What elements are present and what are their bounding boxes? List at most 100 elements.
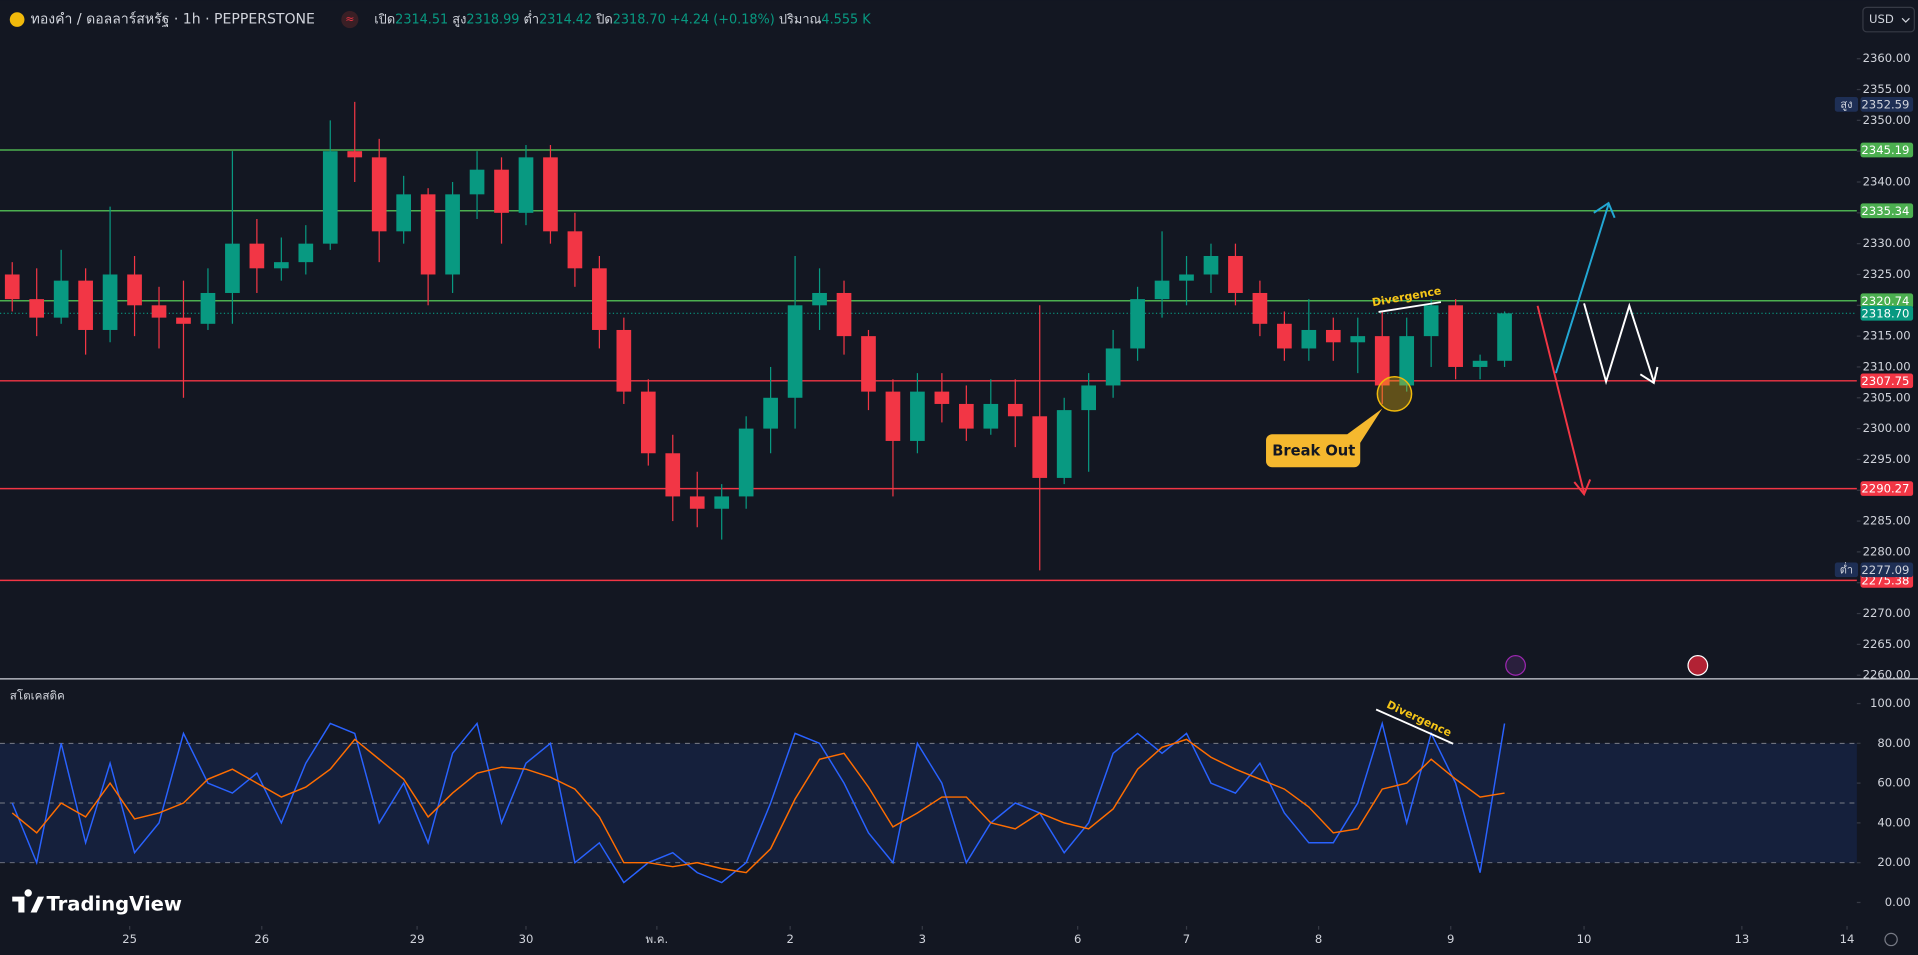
price-label-box	[1860, 373, 1914, 389]
y-tick-label: 2325.00	[1863, 267, 1911, 281]
candle-body	[861, 336, 876, 392]
candle-body	[1374, 336, 1390, 386]
x-tick-label: 2	[787, 932, 794, 946]
candle-body	[298, 243, 314, 263]
candle-body	[4, 274, 20, 300]
price-label-box	[1860, 203, 1914, 219]
open-label: เปิด	[374, 12, 395, 27]
bear-arrow-head	[1573, 479, 1592, 497]
bull-arrow-head	[1593, 201, 1616, 219]
candle-body	[322, 151, 338, 244]
low-label: ต่ำ	[524, 10, 540, 27]
candle-body	[396, 194, 411, 232]
x-tick-label: 30	[519, 932, 534, 946]
candle-body	[934, 391, 950, 404]
y-tick-label: 2355.00	[1863, 82, 1911, 96]
y-tick-label: 60.00	[1877, 776, 1910, 790]
candle-body	[1448, 305, 1463, 367]
candle-body	[225, 243, 240, 293]
symbol-icon	[9, 12, 25, 27]
y-tick-label: 2360.00	[1863, 51, 1911, 65]
event-icon[interactable]	[1505, 655, 1526, 676]
candle-body	[274, 262, 289, 269]
price-label-box	[1860, 97, 1914, 112]
symbol: ทองคำ / ดอลลาร์สหรัฐ · 1h · PEPPERSTONE	[31, 11, 315, 28]
candle-body	[812, 292, 827, 306]
range-zigzag	[1583, 302, 1655, 386]
candle-body	[53, 280, 69, 318]
candle-body	[371, 157, 387, 232]
y-tick-label: 2265.00	[1863, 637, 1911, 651]
currency-select[interactable]	[1862, 6, 1915, 33]
candle-body	[959, 403, 974, 429]
candle-body	[78, 280, 93, 330]
candle-body	[1081, 385, 1096, 411]
candle-body	[983, 403, 999, 429]
candle-body	[1277, 323, 1292, 349]
price-label-box	[1860, 293, 1914, 309]
layers: 2260.002265.002270.002275.002280.002285.…	[0, 51, 1914, 946]
candle-body	[176, 317, 191, 324]
stoch-line	[11, 720, 1506, 884]
status-icon	[341, 11, 359, 29]
logo-mark	[12, 889, 45, 913]
y-tick-label: 2260.00	[1863, 668, 1911, 682]
candle-body	[1228, 255, 1243, 293]
candle-body	[763, 397, 778, 429]
y-tick-label: 100.00	[1870, 696, 1911, 710]
price-label: 2320.74	[1861, 294, 1909, 308]
y-tick-label: 2340.00	[1863, 175, 1911, 189]
currency[interactable]: USD	[1869, 12, 1894, 26]
price-label: 2352.59	[1861, 98, 1909, 112]
candle-body	[1497, 313, 1512, 361]
high-marker-name: สูง	[1840, 98, 1852, 111]
price-label: 2290.27	[1861, 482, 1909, 496]
stoch-divergence-line	[1375, 708, 1454, 745]
x-tick-label: พ.ค.	[645, 932, 668, 946]
candle-body	[200, 292, 216, 324]
candle-body	[543, 157, 558, 232]
candle-body	[1179, 274, 1194, 281]
logo-text: TradingView	[46, 893, 182, 916]
range-arrow-head	[1639, 366, 1659, 385]
candle-body	[1325, 329, 1341, 343]
price-label: 2277.09	[1861, 563, 1909, 577]
candle-body	[567, 231, 583, 269]
candle-body	[738, 428, 754, 497]
price-label-box	[1860, 562, 1914, 578]
candle-body	[1423, 305, 1439, 337]
candle-body	[616, 329, 632, 392]
x-tick-label: 29	[410, 932, 425, 946]
candle-body	[518, 157, 534, 213]
x-tick-label: 8	[1315, 932, 1322, 946]
y-tick-label: 2330.00	[1863, 236, 1911, 250]
candle-body	[592, 268, 607, 330]
candle-body	[469, 169, 485, 195]
candle-body	[640, 391, 656, 454]
price-label: 2345.19	[1861, 143, 1909, 157]
candle-body	[689, 496, 705, 509]
x-tick-label: 25	[122, 932, 137, 946]
volume-value: 4.555 K	[821, 12, 871, 27]
candle-body	[127, 274, 142, 306]
x-tick-label: 7	[1183, 932, 1190, 946]
close-label: ปิด	[595, 12, 613, 27]
projections	[1536, 201, 1659, 497]
settings-icon[interactable]	[1884, 932, 1898, 947]
ohlc: เปิด2314.51 สูง2318.99 ต่ำ2314.42 ปิด231…	[374, 10, 871, 27]
price-label: 2318.70	[1861, 306, 1909, 320]
candle-body	[1154, 280, 1170, 300]
breakout-callout	[1266, 408, 1383, 468]
candle-body	[1032, 416, 1048, 478]
y-tick-label: 2315.00	[1863, 329, 1911, 343]
candle-body	[1252, 292, 1268, 324]
event-icon[interactable]	[1687, 655, 1709, 676]
y-tick-label: 40.00	[1877, 815, 1910, 829]
x-tick-label: 13	[1734, 932, 1749, 946]
y-tick-label: 0.00	[1885, 895, 1911, 909]
change: +4.24 (+0.18%)	[670, 12, 775, 27]
x-tick-label: 14	[1840, 932, 1855, 946]
y-tick-label: 2350.00	[1863, 113, 1911, 127]
